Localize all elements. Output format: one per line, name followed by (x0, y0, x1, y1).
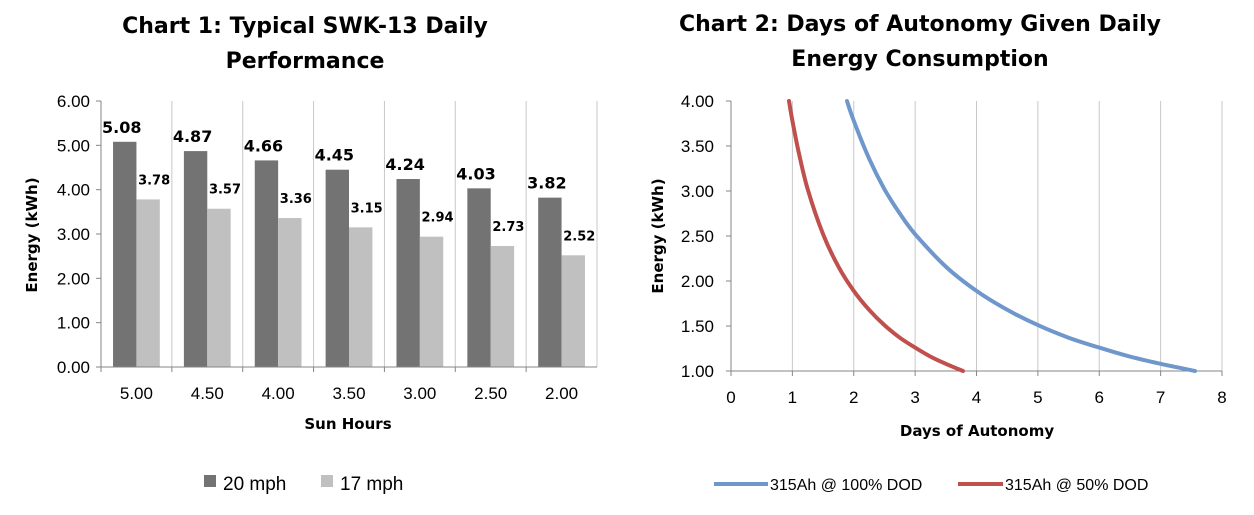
data-label-17-mph: 2.94 (422, 211, 454, 226)
series-line-50-dod (787, 99, 965, 373)
chart-1-x-tick-label: 3.00 (403, 384, 436, 403)
bar-17-mph-3.50 (349, 227, 373, 367)
chart-1-x-tick-labels: 5.00 4.50 4.00 3.50 3.00 2.50 2.00 (120, 384, 578, 403)
bar-20-mph-2.50 (467, 188, 491, 367)
legend-swatch-20-mph (204, 475, 216, 487)
chart-2-x-tick-labels: 0 1 2 3 4 5 6 7 8 (726, 388, 1226, 407)
data-label-20-mph: 4.45 (315, 146, 354, 165)
bar-17-mph-4.00 (278, 218, 302, 367)
bar-20-mph-4.00 (254, 160, 279, 367)
chart-2-axes (726, 100, 1223, 376)
chart-2-x-tick-label: 4 (972, 388, 981, 407)
chart-2-y-tick-label: 4.00 (681, 92, 714, 111)
legend-label-20-mph: 20 mph (223, 474, 286, 495)
chart-2-title-line-2: Energy Consumption (791, 47, 1048, 72)
chart-1-y-tick-label: 5.00 (57, 136, 90, 155)
chart-1-y-tick-label: 3.00 (57, 225, 90, 244)
bar-17-mph-2.00 (561, 255, 585, 367)
data-label-20-mph: 4.87 (173, 127, 212, 146)
bar-20-mph-5.00 (113, 141, 137, 367)
chart-2-title-line-1: Chart 2: Days of Autonomy Given Daily (679, 12, 1161, 37)
chart-2-x-tick-label: 8 (1217, 388, 1226, 407)
chart-1-x-tick-label: 4.50 (191, 384, 224, 403)
data-label-20-mph: 4.03 (456, 164, 495, 183)
chart-1-y-tick-label: 1.00 (57, 314, 90, 333)
data-label-20-mph: 3.82 (527, 174, 566, 193)
bar-17-mph-5.00 (136, 199, 160, 367)
chart-1-y-tick-labels: 0.00 1.00 2.00 3.00 4.00 5.00 6.00 (57, 92, 90, 377)
data-label-17-mph: 2.52 (563, 229, 595, 244)
chart-1: Chart 1: Typical SWK-13 Daily Performanc… (23, 14, 598, 495)
chart-1-data-labels: 5.08 4.87 4.66 4.45 4.24 4.03 3.82 3.78 3.57 3.36… (102, 118, 595, 244)
data-label-20-mph: 4.24 (385, 155, 424, 174)
chart-1-title-line-1: Chart 1: Typical SWK-13 Daily (122, 14, 488, 39)
chart-2-y-tick-label: 1.50 (681, 317, 714, 336)
chart-2-series-lines (787, 99, 1197, 373)
legend-swatch-17-mph (321, 475, 333, 487)
data-label-20-mph: 4.66 (244, 136, 283, 155)
chart-1-y-tick-label: 6.00 (57, 92, 90, 111)
chart-2-x-tick-label: 7 (1156, 388, 1165, 407)
chart-1-axes (96, 100, 597, 372)
chart-1-title-line-2: Performance (226, 49, 385, 74)
chart-1-y-tick-label: 0.00 (57, 358, 90, 377)
chart-2-x-axis-label: Days of Autonomy (900, 422, 1054, 440)
chart-1-x-tick-label: 5.00 (120, 384, 153, 403)
data-label-17-mph: 3.15 (351, 201, 383, 216)
chart-1-legend: 20 mph 17 mph (204, 474, 403, 495)
series-line-100-dod (845, 99, 1197, 373)
legend-label-100-dod: 315Ah @ 100% DOD (770, 477, 922, 494)
chart-2-x-tick-label: 6 (1095, 388, 1104, 407)
legend-label-50-dod: 315Ah @ 50% DOD (1005, 477, 1148, 494)
bar-20-mph-2.00 (538, 197, 562, 367)
chart-2-x-tick-label: 5 (1033, 388, 1042, 407)
chart-1-bars (113, 141, 585, 367)
chart-1-y-tick-label: 4.00 (57, 181, 90, 200)
chart-1-x-tick-label: 4.00 (262, 384, 295, 403)
data-label-20-mph: 5.08 (102, 118, 141, 137)
legend-label-17-mph: 17 mph (340, 474, 403, 495)
chart-1-y-axis-label: Energy (kWh) (23, 177, 41, 292)
chart-2-y-tick-label: 3.00 (681, 182, 714, 201)
chart-1-grid (171, 101, 598, 367)
data-label-17-mph: 3.36 (280, 192, 312, 207)
bar-20-mph-3.00 (396, 179, 420, 367)
chart-1-x-axis-label: Sun Hours (304, 415, 391, 433)
chart-2-x-tick-label: 3 (910, 388, 919, 407)
bar-20-mph-3.50 (325, 169, 349, 367)
chart-1-x-tick-label: 2.00 (545, 384, 578, 403)
chart-2-y-tick-label: 2.00 (681, 272, 714, 291)
chart-2-grid (791, 101, 1223, 371)
chart-1-x-tick-label: 2.50 (474, 384, 507, 403)
bar-17-mph-4.50 (207, 208, 231, 367)
chart-2-y-axis-label: Energy (kWh) (649, 178, 667, 293)
bar-17-mph-2.50 (490, 245, 515, 367)
bar-17-mph-3.00 (419, 236, 444, 367)
chart-2-x-tick-label: 2 (849, 388, 858, 407)
data-label-17-mph: 2.73 (492, 220, 524, 235)
data-label-17-mph: 3.78 (138, 173, 170, 188)
chart-2-x-tick-label: 1 (788, 388, 797, 407)
chart-1-y-tick-label: 2.00 (57, 269, 90, 288)
chart-2-y-tick-label: 1.00 (681, 362, 714, 381)
chart-2-x-tick-label: 0 (726, 388, 735, 407)
bar-20-mph-4.50 (183, 151, 208, 367)
chart-2-y-tick-label: 3.50 (681, 137, 714, 156)
chart-2-y-tick-label: 2.50 (681, 227, 714, 246)
chart-2-legend: 315Ah @ 100% DOD 315Ah @ 50% DOD (714, 477, 1148, 494)
chart-2: Chart 2: Days of Autonomy Given Daily En… (649, 12, 1227, 494)
chart-1-x-tick-label: 3.50 (332, 384, 365, 403)
data-label-17-mph: 3.57 (209, 183, 241, 198)
chart-2-y-tick-labels: 1.00 1.50 2.00 2.50 3.00 3.50 4.00 (681, 92, 714, 381)
